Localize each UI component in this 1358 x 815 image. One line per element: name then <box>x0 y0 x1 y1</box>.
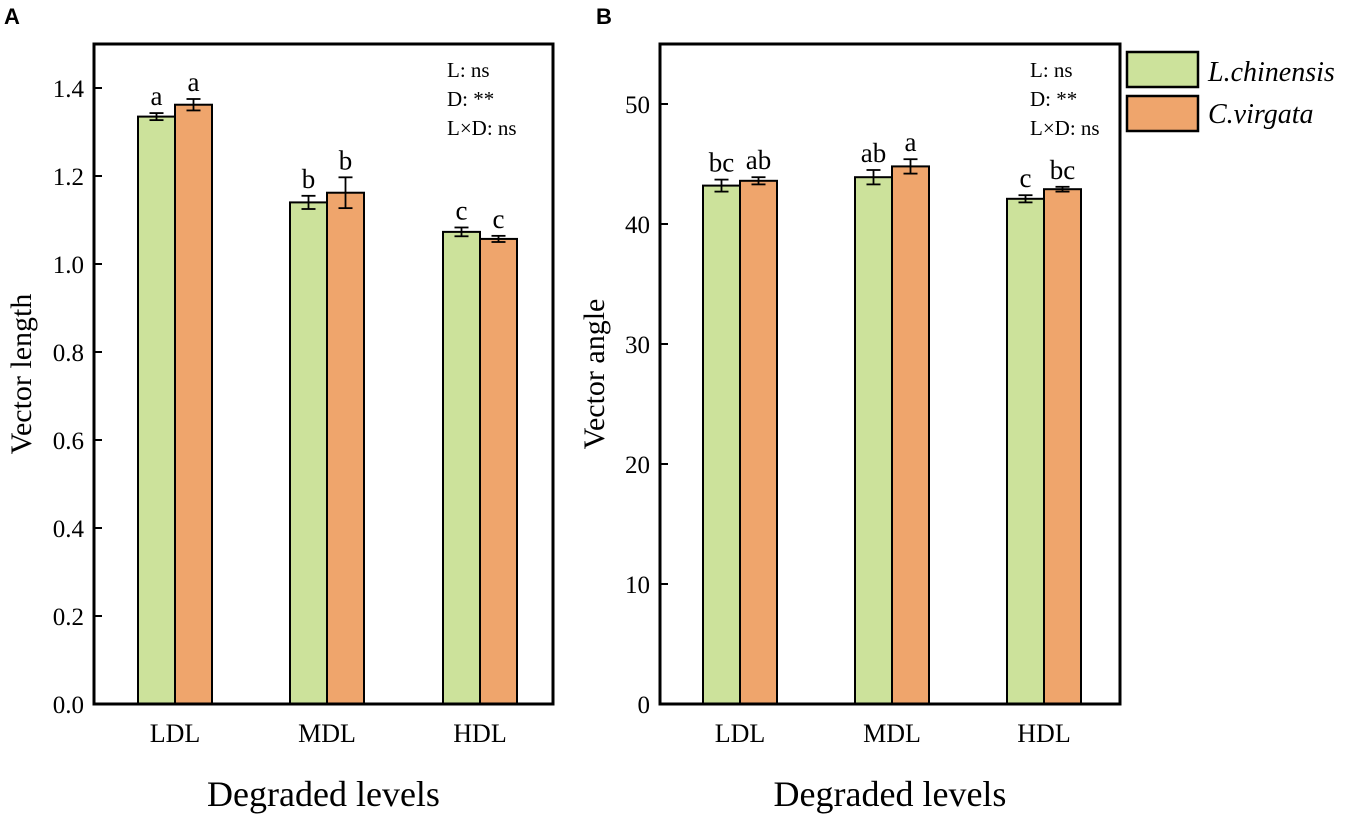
chart-panel-a: Aa b c a b c 0.0 0.2 0.4 0.6 0.8 1.0 1.2 1.4 LDL MDL HDL… <box>4 4 555 814</box>
y-tick-label: 50 <box>625 92 650 119</box>
stats-annotation: D: ** <box>1030 87 1077 111</box>
stats-annotation: L×D: ns <box>447 116 517 140</box>
y-tick-label: 30 <box>625 332 650 359</box>
x-axis-title: Degraded levels <box>207 774 440 814</box>
x-axis-title: Degraded levels <box>774 774 1007 814</box>
significance-letter: b <box>302 164 316 194</box>
bar <box>137 115 176 706</box>
y-tick-label: 0.8 <box>53 340 84 367</box>
stats-annotation: L×D: ns <box>1030 116 1100 140</box>
y-axis-title: Vector angle <box>578 299 611 450</box>
legend-swatch <box>1125 94 1200 133</box>
plot-frame <box>658 42 1122 706</box>
y-tick-label: 40 <box>625 212 650 239</box>
x-tick-label: LDL <box>150 719 201 748</box>
bar <box>289 201 328 705</box>
legend-label: C.virgata <box>1208 99 1314 130</box>
legend-label: L.chinensis <box>1207 57 1335 88</box>
y-tick-label: 0.2 <box>53 604 84 631</box>
plot-frame <box>92 42 555 706</box>
significance-letter: bc <box>1050 155 1076 185</box>
legend-swatch <box>1125 50 1200 89</box>
significance-letter: b <box>339 145 353 175</box>
bar <box>891 165 930 705</box>
x-tick-label: LDL <box>715 719 766 748</box>
y-tick-label: 1.0 <box>53 252 84 279</box>
x-tick-label: HDL <box>1017 719 1070 748</box>
bar <box>174 103 213 706</box>
significance-letter: bc <box>709 148 735 178</box>
stats-annotation: L: ns <box>447 58 490 82</box>
bar <box>1043 188 1082 705</box>
stats-annotation: D: ** <box>447 87 494 111</box>
y-tick-label: 0.4 <box>53 516 85 543</box>
bar <box>1006 197 1045 706</box>
significance-letter: a <box>905 127 917 157</box>
y-tick-label: 20 <box>625 452 650 479</box>
y-tick-label: 0 <box>638 692 651 719</box>
significance-letter: c <box>1020 163 1032 193</box>
bar <box>442 230 481 705</box>
legend: L.chinensis C.virgata <box>1125 50 1335 133</box>
x-tick-label: HDL <box>453 719 506 748</box>
significance-letter: ab <box>861 138 886 168</box>
significance-letter: c <box>493 204 505 234</box>
y-tick-label: 10 <box>625 572 650 599</box>
significance-letter: a <box>188 67 200 97</box>
y-tick-label: 0.0 <box>53 692 84 719</box>
y-tick-label: 0.6 <box>53 428 84 455</box>
significance-letter: a <box>151 81 163 111</box>
y-axis-title: Vector length <box>5 294 38 455</box>
bar <box>739 179 778 706</box>
significance-letter: ab <box>746 145 771 175</box>
panel-label: A <box>4 4 20 29</box>
stats-annotation: L: ns <box>1030 58 1073 82</box>
bar <box>702 184 741 706</box>
x-tick-label: MDL <box>863 719 921 748</box>
bar <box>326 191 365 705</box>
bar <box>854 176 893 705</box>
y-tick-label: 1.4 <box>53 76 85 103</box>
y-tick-label: 1.2 <box>53 164 84 191</box>
bar <box>479 237 518 705</box>
x-tick-label: MDL <box>298 719 356 748</box>
significance-letter: c <box>456 195 468 225</box>
panel-label: B <box>596 4 612 29</box>
